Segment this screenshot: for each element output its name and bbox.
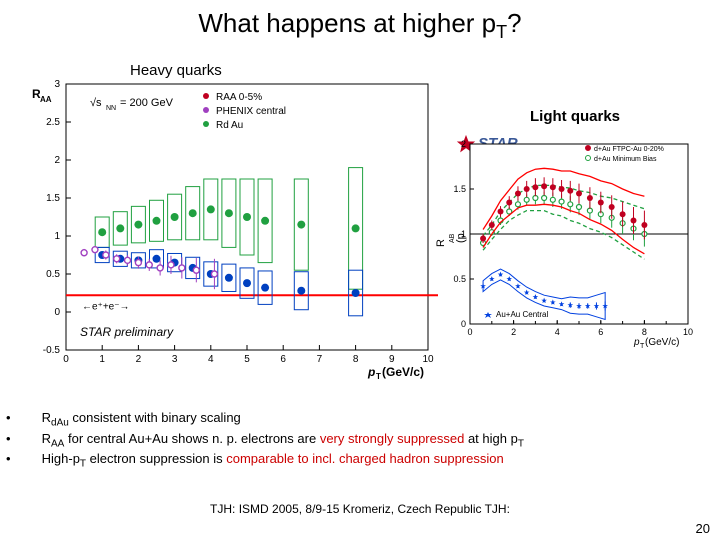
b1-pre: R — [42, 410, 51, 425]
svg-text:8: 8 — [353, 354, 359, 365]
svg-text:(GeV/c): (GeV/c) — [645, 337, 679, 348]
svg-text:d+Au Minimum Bias: d+Au Minimum Bias — [594, 156, 657, 163]
svg-text:1: 1 — [54, 231, 60, 242]
svg-text:Rd Au: Rd Au — [216, 120, 243, 131]
title-prefix: What happens at higher p — [198, 8, 496, 38]
b1-sub: dAu — [51, 418, 69, 429]
page-title: What happens at higher pT? — [0, 0, 720, 43]
svg-text:PHENIX central: PHENIX central — [216, 106, 286, 117]
svg-text:8: 8 — [642, 327, 647, 337]
svg-text:0: 0 — [461, 319, 466, 329]
svg-text:0: 0 — [63, 354, 69, 365]
svg-text:4: 4 — [555, 327, 560, 337]
footer-text: TJH: ISMD 2005, 8/9-15 Kromeriz, Czech R… — [0, 502, 720, 516]
b2-post2: at high p — [464, 431, 518, 446]
svg-text:6: 6 — [280, 354, 286, 365]
svg-text:STAR preliminary: STAR preliminary — [80, 325, 174, 339]
svg-text:RAA 0-5%: RAA 0-5% — [216, 92, 262, 103]
title-sub: T — [496, 22, 507, 42]
right-chart: 024681000.511.52RAB(ppT (GeV/c)d+Au FTPC… — [434, 138, 694, 348]
svg-text:p: p — [367, 365, 375, 379]
svg-text:= 200 GeV: = 200 GeV — [120, 97, 174, 109]
svg-text:d+Au FTPC-Au 0-20%: d+Au FTPC-Au 0-20% — [594, 146, 664, 153]
svg-text:Au+Au Central: Au+Au Central — [496, 310, 548, 319]
svg-text:AA: AA — [40, 95, 52, 104]
svg-text:0.5: 0.5 — [453, 274, 466, 284]
b2-sub: AA — [51, 438, 64, 449]
svg-text:3: 3 — [54, 80, 60, 90]
b2-post: for central Au+Au shows n. p. electrons … — [64, 431, 319, 446]
svg-text:0.5: 0.5 — [46, 269, 60, 280]
b3-pre: High-p — [42, 451, 80, 466]
svg-text:10: 10 — [422, 354, 434, 365]
svg-text:6: 6 — [598, 327, 603, 337]
svg-text:7: 7 — [317, 354, 323, 365]
svg-text:(GeV/c): (GeV/c) — [382, 365, 424, 379]
svg-text:(p: (p — [455, 233, 467, 243]
svg-text:2.5: 2.5 — [46, 117, 60, 128]
svg-text:1.5: 1.5 — [453, 184, 466, 194]
svg-text:2: 2 — [461, 139, 466, 149]
svg-text:5: 5 — [244, 354, 250, 365]
svg-text:2: 2 — [54, 155, 60, 166]
svg-text:0: 0 — [54, 307, 60, 318]
bullet-2: • RAA for central Au+Au shows n. p. elec… — [24, 431, 700, 450]
b2-pre: R — [42, 431, 51, 446]
svg-text:←e⁺+e⁻→: ←e⁺+e⁻→ — [82, 301, 130, 312]
svg-text:3: 3 — [172, 354, 178, 365]
bullet-1: • RdAu consistent with binary scaling — [24, 410, 700, 429]
svg-text:2: 2 — [136, 354, 142, 365]
page-number: 20 — [696, 521, 710, 536]
svg-text:R: R — [435, 239, 447, 247]
svg-text:9: 9 — [389, 354, 395, 365]
b2-sub2: T — [518, 438, 524, 449]
left-chart: 012345678910-0.500.511.522.53RAApT (GeV/… — [18, 80, 438, 380]
svg-text:1: 1 — [99, 354, 105, 365]
svg-text:1.5: 1.5 — [46, 193, 60, 204]
svg-text:2: 2 — [511, 327, 516, 337]
svg-text:NN: NN — [106, 105, 116, 112]
charts-region: 012345678910-0.500.511.522.53RAApT (GeV/… — [18, 80, 698, 390]
svg-text:4: 4 — [208, 354, 214, 365]
svg-text:p: p — [633, 337, 640, 348]
b3-post: electron suppression is — [86, 451, 226, 466]
heavy-quarks-label: Heavy quarks — [130, 62, 222, 79]
bullet-list: • RdAu consistent with binary scaling • … — [24, 410, 700, 472]
svg-text:√s: √s — [90, 97, 102, 109]
b3-em: comparable to incl. charged hadron suppr… — [226, 451, 504, 466]
b1-post: consistent with binary scaling — [69, 410, 241, 425]
bullet-3: • High-pT electron suppression is compar… — [24, 451, 700, 470]
svg-text:T: T — [376, 372, 381, 380]
svg-text:0: 0 — [467, 327, 472, 337]
svg-text:-0.5: -0.5 — [43, 345, 61, 356]
b2-em: very strongly suppressed — [320, 431, 465, 446]
svg-text:10: 10 — [683, 327, 693, 337]
title-suffix: ? — [507, 8, 521, 38]
